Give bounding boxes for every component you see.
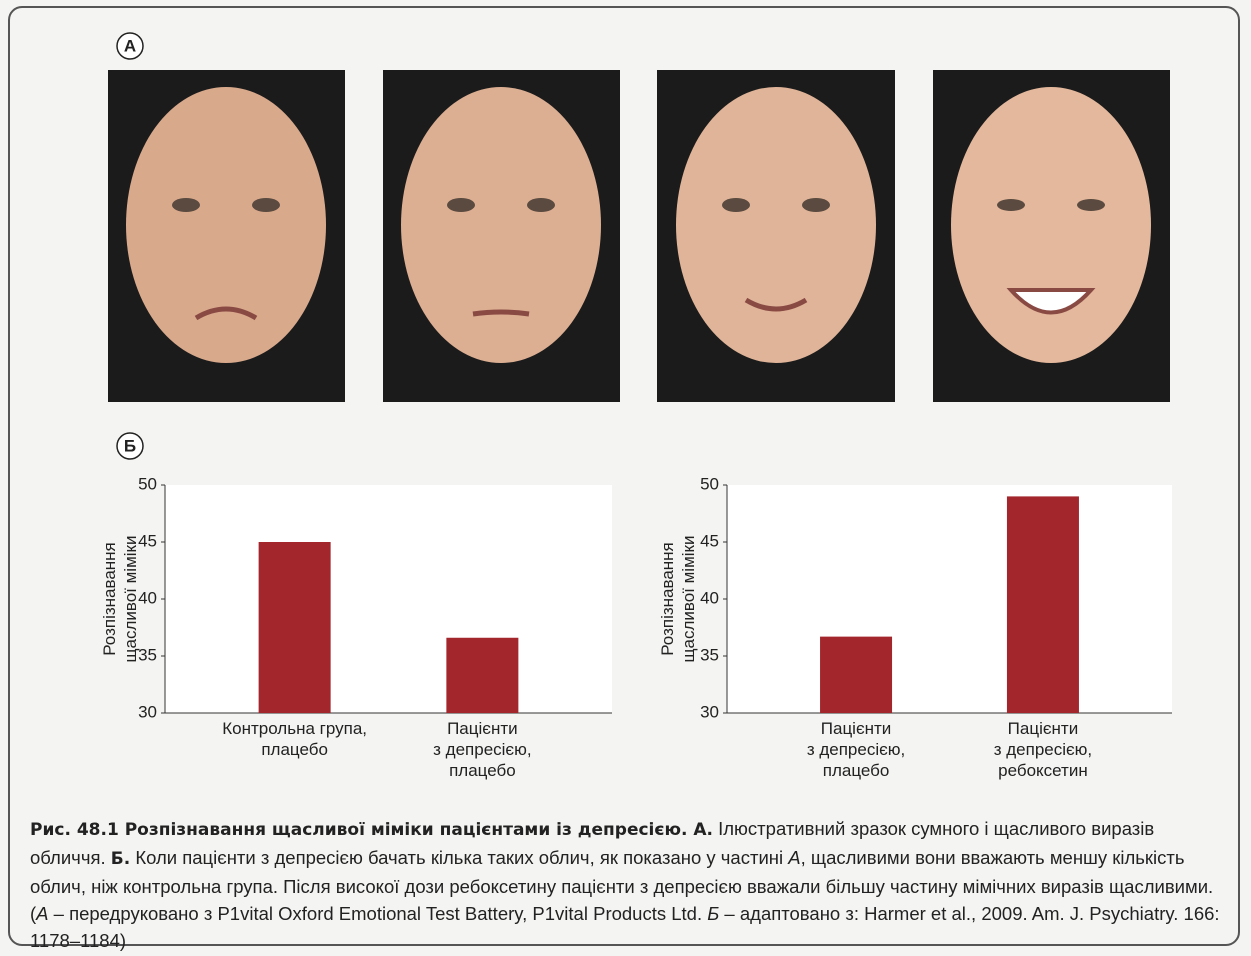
- y-tick-label: 30: [700, 702, 719, 721]
- y-tick-label: 40: [700, 588, 719, 607]
- x-tick-label: Пацієнти з депресією, ребоксетин: [943, 718, 1143, 781]
- caption: Рис. 48.1 Розпізнавання щасливої міміки …: [30, 815, 1230, 954]
- y-tick-label: 50: [138, 474, 157, 493]
- bar: [820, 637, 892, 713]
- caption-text: Коли пацієнти з депресією бачать кілька …: [130, 847, 788, 868]
- caption-text: – передруковано з P1vital Oxford Emotion…: [49, 903, 708, 924]
- y-tick-label: 35: [700, 645, 719, 664]
- y-tick-label: 30: [138, 702, 157, 721]
- caption-text: Б: [707, 903, 719, 924]
- caption-text: Б.: [111, 849, 130, 869]
- panel-label: А: [124, 36, 136, 55]
- caption-text: А: [788, 847, 800, 868]
- caption-text: А: [36, 903, 48, 924]
- figure: А Б 30354045503035404550: [0, 0, 1251, 956]
- y-axis-label: Розпізнавання щасливої міміки: [99, 499, 141, 699]
- bar: [259, 542, 331, 713]
- face-photo: [108, 70, 345, 402]
- x-tick-label: Контрольна група, плацебо: [195, 718, 395, 760]
- x-tick-label: Пацієнти з депресією, плацебо: [756, 718, 956, 781]
- y-tick-label: 50: [700, 474, 719, 493]
- caption-text: Розпізнавання щасливої міміки пацієнтами…: [125, 820, 713, 840]
- page: А Б 30354045503035404550 Рис. 48.1 Розпі…: [0, 0, 1251, 956]
- face-photo: [383, 70, 620, 402]
- plot-area: [727, 485, 1172, 713]
- face-photo: [657, 70, 895, 402]
- y-tick-label: 45: [700, 531, 719, 550]
- y-axis-label: Розпізнавання щасливої міміки: [657, 499, 699, 699]
- x-tick-label: Пацієнти з депресією, плацебо: [382, 718, 582, 781]
- bar: [1007, 496, 1079, 713]
- panel-label: Б: [124, 436, 136, 455]
- bar: [446, 638, 518, 713]
- caption-text: Рис. 48.1: [30, 820, 125, 840]
- plot-area: [165, 485, 612, 713]
- face-photo: [933, 70, 1170, 402]
